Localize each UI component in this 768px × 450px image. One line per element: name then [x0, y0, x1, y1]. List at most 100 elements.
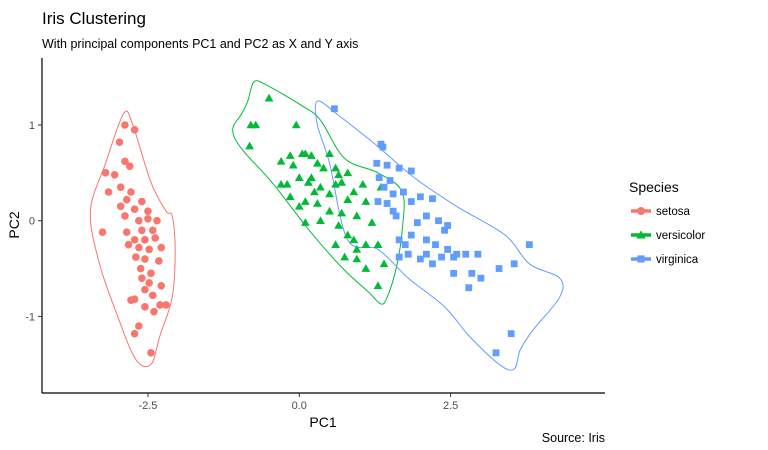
data-point-virginica — [392, 212, 400, 220]
data-point-virginica — [395, 253, 403, 261]
data-point-virginica — [375, 174, 383, 182]
data-point-versicolor — [316, 182, 325, 191]
data-point-setosa — [110, 170, 119, 179]
data-point-versicolor — [334, 170, 344, 179]
data-point-setosa — [157, 282, 166, 290]
data-point-virginica — [379, 143, 387, 151]
data-point-virginica — [444, 222, 452, 229]
data-point-versicolor — [306, 151, 316, 159]
plot-area — [89, 80, 564, 371]
legend-item-versicolor: versicolor — [631, 230, 705, 242]
data-point-virginica — [383, 161, 391, 169]
data-point-virginica — [395, 236, 403, 244]
legend-key-marker — [637, 255, 645, 263]
data-point-setosa — [130, 205, 139, 214]
data-point-setosa — [135, 216, 143, 225]
data-point-versicolor — [337, 208, 347, 217]
data-point-setosa — [141, 285, 149, 294]
data-point-virginica — [465, 284, 473, 292]
data-point-virginica — [407, 231, 415, 239]
x-axis-title: PC1 — [309, 414, 336, 430]
data-point-setosa — [153, 216, 161, 225]
data-point-virginica — [510, 260, 518, 268]
data-point-versicolor — [294, 201, 304, 210]
data-point-versicolor — [303, 178, 313, 186]
data-point-versicolor — [276, 179, 286, 188]
data-point-setosa — [155, 257, 163, 265]
data-point-versicolor — [379, 259, 389, 268]
x-tick-label: 0.0 — [292, 400, 307, 412]
data-point-setosa — [115, 138, 124, 147]
data-point-versicolor — [331, 240, 341, 248]
data-point-versicolor — [285, 151, 295, 159]
data-point-versicolor — [285, 192, 295, 201]
data-point-virginica — [495, 265, 503, 272]
y-axis-title: PC2 — [6, 211, 22, 238]
data-point-versicolor — [367, 218, 377, 226]
data-point-versicolor — [306, 173, 316, 181]
data-point-setosa — [130, 125, 139, 134]
data-point-versicolor — [300, 197, 310, 205]
data-point-versicolor — [291, 120, 301, 129]
data-point-setosa — [130, 329, 139, 338]
data-point-virginica — [400, 188, 407, 196]
data-point-setosa — [147, 349, 155, 357]
data-point-setosa — [141, 236, 149, 244]
cluster-hull-setosa — [89, 110, 176, 368]
data-point-setosa — [125, 162, 134, 170]
data-point-versicolor — [288, 160, 298, 169]
data-point-setosa — [162, 301, 170, 309]
data-point-virginica — [450, 269, 458, 277]
data-point-setosa — [124, 240, 133, 249]
data-point-versicolor — [325, 189, 334, 198]
data-points — [98, 93, 533, 357]
data-point-versicolor — [276, 156, 286, 165]
data-point-setosa — [136, 264, 145, 273]
legend-label: virginica — [656, 254, 699, 266]
data-point-setosa — [157, 243, 166, 252]
data-point-versicolor — [300, 218, 310, 226]
data-point-virginica — [477, 274, 485, 282]
data-point-versicolor — [352, 254, 362, 263]
data-point-virginica — [468, 269, 476, 277]
legend-key-marker — [637, 207, 645, 215]
data-point-virginica — [386, 177, 394, 184]
data-point-versicolor — [337, 178, 347, 186]
data-point-versicolor — [282, 179, 292, 188]
data-point-setosa — [147, 269, 155, 278]
data-point-virginica — [435, 217, 442, 225]
y-tick-label: 1 — [29, 120, 35, 132]
data-point-setosa — [130, 236, 139, 244]
data-point-virginica — [401, 241, 409, 249]
data-point-setosa — [156, 301, 164, 309]
chart-title: Iris Clustering — [42, 9, 146, 28]
data-point-virginica — [432, 241, 439, 249]
data-point-virginica — [441, 226, 448, 234]
data-point-versicolor — [313, 158, 322, 167]
data-point-setosa — [127, 296, 135, 304]
data-point-versicolor — [349, 235, 359, 244]
data-point-setosa — [121, 121, 129, 129]
data-point-versicolor — [319, 163, 328, 172]
data-point-versicolor — [331, 179, 341, 188]
data-point-setosa — [150, 307, 158, 316]
data-point-versicolor — [316, 216, 325, 225]
data-point-virginica — [407, 167, 415, 175]
data-point-virginica — [438, 253, 445, 261]
data-point-versicolor — [373, 240, 383, 248]
x-axis-ticks: -2.5 0.0 2.5 — [138, 393, 458, 412]
data-point-versicolor — [325, 206, 334, 215]
legend-key-marker — [636, 230, 646, 239]
data-point-setosa — [144, 207, 152, 215]
data-point-setosa — [101, 169, 110, 177]
data-point-versicolor — [361, 197, 371, 205]
data-point-virginica — [413, 219, 421, 227]
chart-caption: Source: Iris — [542, 431, 605, 445]
data-point-versicolor — [251, 120, 261, 129]
data-point-versicolor — [343, 195, 353, 203]
chart-subtitle: With principal components PC1 and PC2 as… — [42, 37, 358, 51]
data-point-virginica — [395, 164, 403, 172]
data-point-setosa — [127, 188, 135, 196]
cluster-hulls — [89, 80, 564, 371]
